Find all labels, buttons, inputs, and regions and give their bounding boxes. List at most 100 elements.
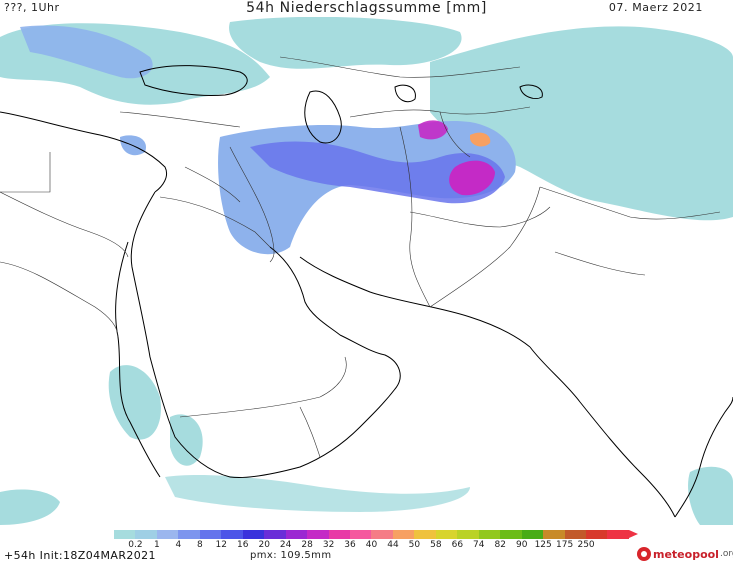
border-iran-west [229, 146, 275, 263]
legend-tick-label: 82 [494, 540, 506, 550]
map-canvas [0, 17, 733, 525]
legend-color-cell [478, 530, 501, 539]
precip-area-north-west-core [20, 25, 153, 79]
legend-tick-label: 32 [322, 540, 335, 550]
legend-color-cell [521, 530, 544, 539]
forecast-init-label: +54h Init:18Z04MAR2021 [4, 549, 156, 562]
legend-colorbar [114, 530, 629, 539]
legend-color-cell [221, 530, 243, 539]
border-india-north [539, 186, 721, 220]
header-bar: ???, 1Uhr 54h Niederschlagssumme [mm] 07… [0, 0, 733, 18]
legend-color-cell [264, 530, 286, 539]
precip-area-arabian-sea [165, 475, 470, 512]
precip-area-central-blue [250, 141, 505, 204]
legend-tick-label: 28 [301, 540, 313, 550]
coastline-iran-south [299, 256, 531, 348]
coastlines [0, 65, 733, 518]
legend-color-cell [457, 530, 479, 539]
legend-color-cell [607, 530, 629, 539]
legend-color-cell [285, 530, 308, 539]
precip-core-purple [449, 160, 495, 196]
legend-tick-label: 20 [258, 540, 270, 550]
legend-tick-label: 40 [365, 540, 378, 550]
precip-peak-hotspot [470, 132, 491, 147]
legend-tick-label: 36 [344, 540, 356, 550]
legend-color-cell [156, 530, 179, 539]
border-arabia-1 [159, 196, 271, 248]
legend-tick-label: 1 [154, 540, 160, 550]
border-india-nepal [554, 251, 646, 276]
legend-color-cell [114, 530, 136, 539]
coastline-gulf-north [269, 246, 341, 336]
precipitation-field [0, 17, 733, 525]
legend-color-cell [199, 530, 222, 539]
legend-tick-label: 58 [430, 540, 442, 550]
country-borders [0, 56, 721, 458]
legend-tick-label: 175 [556, 540, 574, 550]
legend-color-cell [242, 530, 265, 539]
legend-color-cell [564, 530, 586, 539]
coastline-arabia-east [229, 334, 401, 478]
precip-area-red-sea-south [108, 365, 161, 440]
legend-color-cell [543, 530, 565, 539]
legend-color-cell [392, 530, 415, 539]
precip-area-north-east [430, 26, 733, 221]
border-afghan [409, 206, 551, 228]
legend-color-cell [585, 530, 608, 539]
border-africa-3 [0, 152, 51, 193]
logo-text: meteopool [653, 547, 719, 561]
precip-area-bottom-left [0, 489, 60, 525]
border-iran-east [399, 126, 431, 308]
legend-color-cell [178, 530, 200, 539]
legend-tick-label: 24 [279, 540, 292, 550]
precipitation-map [0, 17, 733, 525]
border-central-asia-2 [439, 111, 471, 158]
precip-area-south-east [688, 466, 733, 525]
legend-tick-label: 66 [451, 540, 464, 550]
legend-tick-label: 50 [408, 540, 421, 550]
legend-tick-label: 44 [387, 540, 399, 550]
legend-color-cell [371, 530, 393, 539]
legend-tick-label: 90 [515, 540, 528, 550]
coastline-india-east [674, 396, 733, 518]
precip-area-north-central [229, 17, 462, 69]
coastline-mediterranean [0, 111, 168, 193]
legend-color-cell [500, 530, 522, 539]
legend-color-cell [349, 530, 372, 539]
legend-tick-label: 74 [473, 540, 485, 550]
max-precip-label: pmx: 109.5mm [250, 550, 332, 561]
coastline-red-sea-east [130, 191, 231, 478]
legend-tick-label: 12 [215, 540, 228, 550]
logo-suffix: .org [719, 549, 733, 559]
map-title: 54h Niederschlagssumme [mm] [246, 0, 487, 16]
border-turkey [119, 111, 241, 128]
coastline-red-sea-west [115, 241, 161, 478]
valid-time-label: ???, 1Uhr [4, 1, 60, 14]
border-africa-2 [0, 261, 119, 338]
coastline-black-sea [139, 65, 248, 96]
precip-area-yemen [170, 414, 203, 466]
valid-date-label: 07. Maerz 2021 [608, 1, 703, 14]
legend-tick-label: 250 [577, 540, 595, 550]
legend-color-cell [135, 530, 157, 539]
legend-tick-label: 125 [534, 540, 552, 550]
coastline-aral [394, 84, 416, 103]
footer-bar: 0.2 1 4 8 12 16 20 24 28 32 36 40 44 50 58 66 74 82 90 125 1… [0, 525, 733, 566]
border-russia [279, 56, 521, 78]
meteopool-logo[interactable]: meteopool .org [637, 545, 733, 563]
legend-tick-label: 0.2 [128, 540, 143, 550]
legend-color-cell [328, 530, 350, 539]
border-arabia-3 [299, 406, 321, 458]
coastline-india-west [529, 346, 676, 518]
legend-color-cell [435, 530, 458, 539]
legend-color-cell [307, 530, 329, 539]
legend-colorbar-tip [629, 530, 638, 538]
border-pakistan [429, 186, 541, 308]
border-arabia-2 [179, 356, 347, 418]
legend-tick-label: 4 [175, 540, 182, 550]
border-iraq [184, 166, 241, 203]
coastline-caspian [304, 90, 342, 144]
legend-tick-label: 16 [237, 540, 249, 550]
border-africa-1 [0, 191, 129, 258]
legend-tick-label: 8 [196, 540, 203, 550]
